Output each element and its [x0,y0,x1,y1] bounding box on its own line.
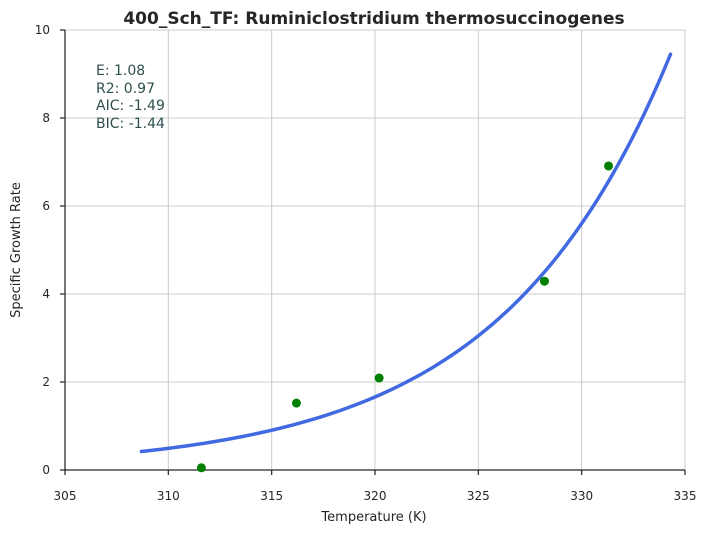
x-axis-label: Temperature (K) [320,510,426,525]
chart-title: 400_Sch_TF: Ruminiclostridium thermosucc… [123,9,624,29]
x-tick-label: 310 [157,489,180,503]
annotation-aic: AIC: -1.49 [96,98,165,114]
annotation-bic: BIC: -1.44 [96,116,165,132]
data-point [604,161,614,171]
chart-text: 400_Sch_TF: Ruminiclostridium thermosucc… [9,9,625,525]
data-points [196,161,614,473]
y-tick-label: 0 [42,463,50,477]
annotation-e: E: 1.08 [96,63,145,79]
x-tick-label: 325 [467,489,490,503]
x-tick-label: 305 [54,489,77,503]
y-tick-label: 4 [42,287,50,301]
x-tick-label: 330 [570,489,593,503]
fit-curve-group [139,52,673,454]
data-point [196,463,206,473]
y-tick-label: 10 [35,23,50,37]
data-point [374,373,384,383]
y-tick-label: 2 [42,375,50,389]
x-tick-label: 320 [364,489,387,503]
x-tick-label: 315 [260,489,283,503]
data-point [539,276,549,286]
y-tick-label: 8 [42,111,50,125]
y-axis-label: Specific Growth Rate [9,182,24,318]
data-point [291,398,301,408]
fit-curve [139,52,673,454]
y-tick-label: 6 [42,199,50,213]
grid [65,29,686,470]
x-tick-label: 335 [674,489,697,503]
annotation-r2: R2: 0.97 [96,81,155,97]
axes: 305 310 315 320 325 330 335 0 2 4 6 8 10 [35,23,697,503]
